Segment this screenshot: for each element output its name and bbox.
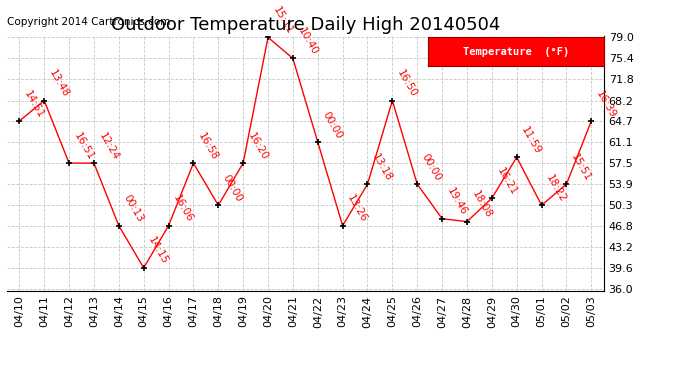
Text: 10:40: 10:40	[296, 26, 319, 57]
Text: 00:13: 00:13	[121, 194, 145, 224]
Text: 16:51: 16:51	[72, 130, 96, 162]
Text: 16:20: 16:20	[246, 131, 270, 162]
Text: 14:15: 14:15	[146, 236, 170, 266]
Text: 00:00: 00:00	[420, 152, 444, 183]
Text: 13:26: 13:26	[346, 193, 369, 224]
Text: 12:24: 12:24	[97, 130, 121, 162]
Text: 16:39: 16:39	[594, 88, 618, 120]
Text: 15:11: 15:11	[270, 5, 295, 36]
Text: 11:59: 11:59	[520, 125, 543, 156]
Title: Outdoor Temperature Daily High 20140504: Outdoor Temperature Daily High 20140504	[110, 16, 500, 34]
Text: 16:21: 16:21	[495, 166, 518, 197]
Text: 19:46: 19:46	[445, 186, 469, 217]
Text: 15:51: 15:51	[569, 152, 593, 183]
Text: 18:08: 18:08	[470, 189, 493, 220]
Text: 16:50: 16:50	[395, 68, 419, 99]
Text: 18:22: 18:22	[544, 173, 568, 204]
Text: 16:58: 16:58	[196, 130, 220, 162]
Text: Copyright 2014 Cartronics.com: Copyright 2014 Cartronics.com	[7, 17, 170, 27]
Text: 00:00: 00:00	[221, 173, 244, 204]
Text: 13:48: 13:48	[47, 68, 70, 99]
Text: 14:51: 14:51	[22, 88, 46, 120]
Text: 00:00: 00:00	[321, 110, 344, 141]
Text: 16:06: 16:06	[171, 194, 195, 224]
Text: 13:18: 13:18	[371, 152, 394, 183]
